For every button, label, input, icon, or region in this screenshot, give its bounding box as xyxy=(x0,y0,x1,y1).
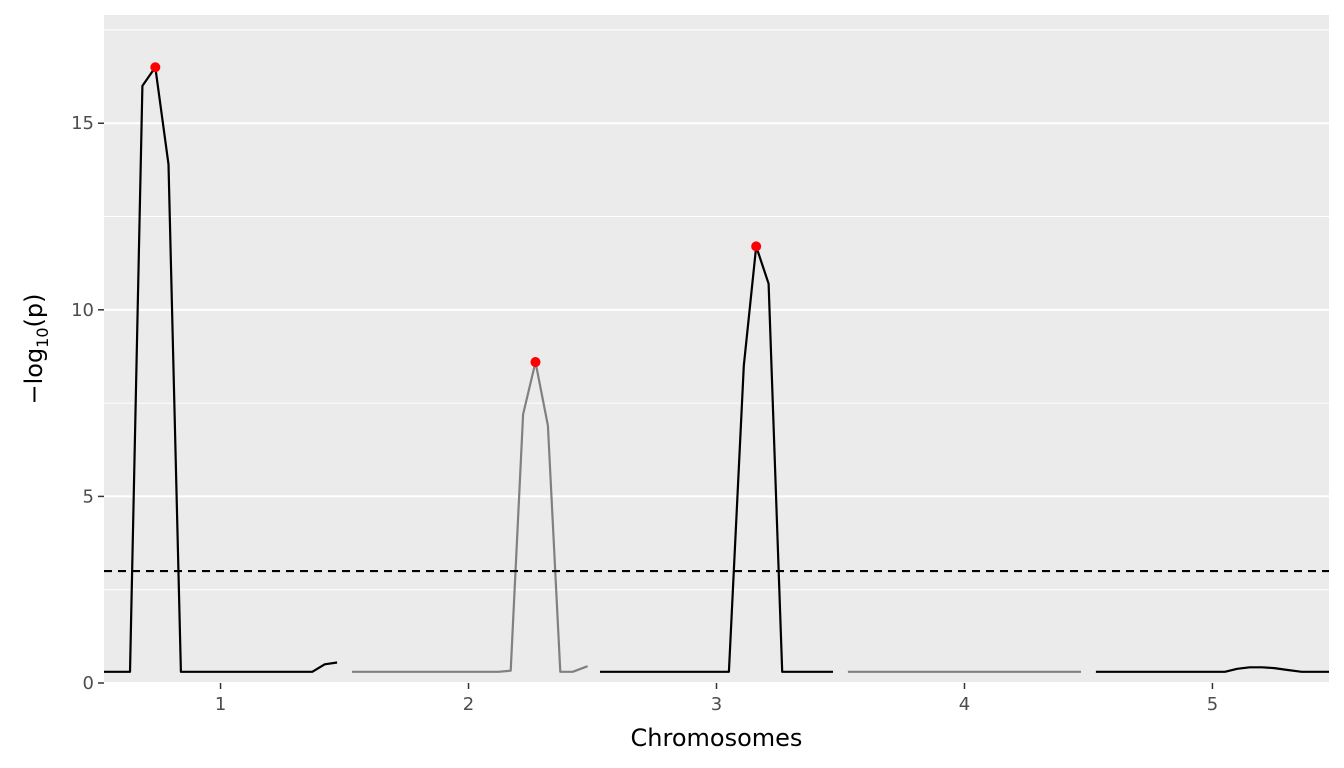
chromosome-5-line xyxy=(1095,666,1329,673)
x-axis-title: Chromosomes xyxy=(631,724,803,752)
plot-panel xyxy=(104,15,1329,683)
y-axis-title: −log10(p) xyxy=(20,293,52,404)
x-tick-label: 2 xyxy=(463,694,474,715)
y-axis-ticks: 0 5 10 15 xyxy=(71,113,104,694)
x-tick-label: 5 xyxy=(1207,694,1218,715)
x-tick-label: 1 xyxy=(215,694,226,715)
peak-point-chr-3 xyxy=(751,241,762,252)
peak-point-chr-1 xyxy=(150,62,161,73)
x-tick-label: 3 xyxy=(711,694,722,715)
x-tick-label: 4 xyxy=(959,694,970,715)
y-tick-label: 0 xyxy=(83,673,94,694)
y-tick-label: 5 xyxy=(83,486,94,507)
y-axis-title-subscript: 10 xyxy=(33,327,52,347)
x-axis-ticks: 1 2 3 4 5 xyxy=(215,683,1218,715)
chromosome-2-line xyxy=(352,361,588,673)
series-lines xyxy=(104,66,1329,673)
peak-point-chr-2 xyxy=(530,357,541,368)
chromosome-1-line xyxy=(104,66,338,673)
y-axis-title-main: −log xyxy=(20,348,48,405)
y-tick-label: 15 xyxy=(71,113,94,134)
peak-points xyxy=(150,62,762,368)
y-axis-title-argument: (p) xyxy=(20,293,48,327)
y-tick-label: 10 xyxy=(71,300,94,321)
